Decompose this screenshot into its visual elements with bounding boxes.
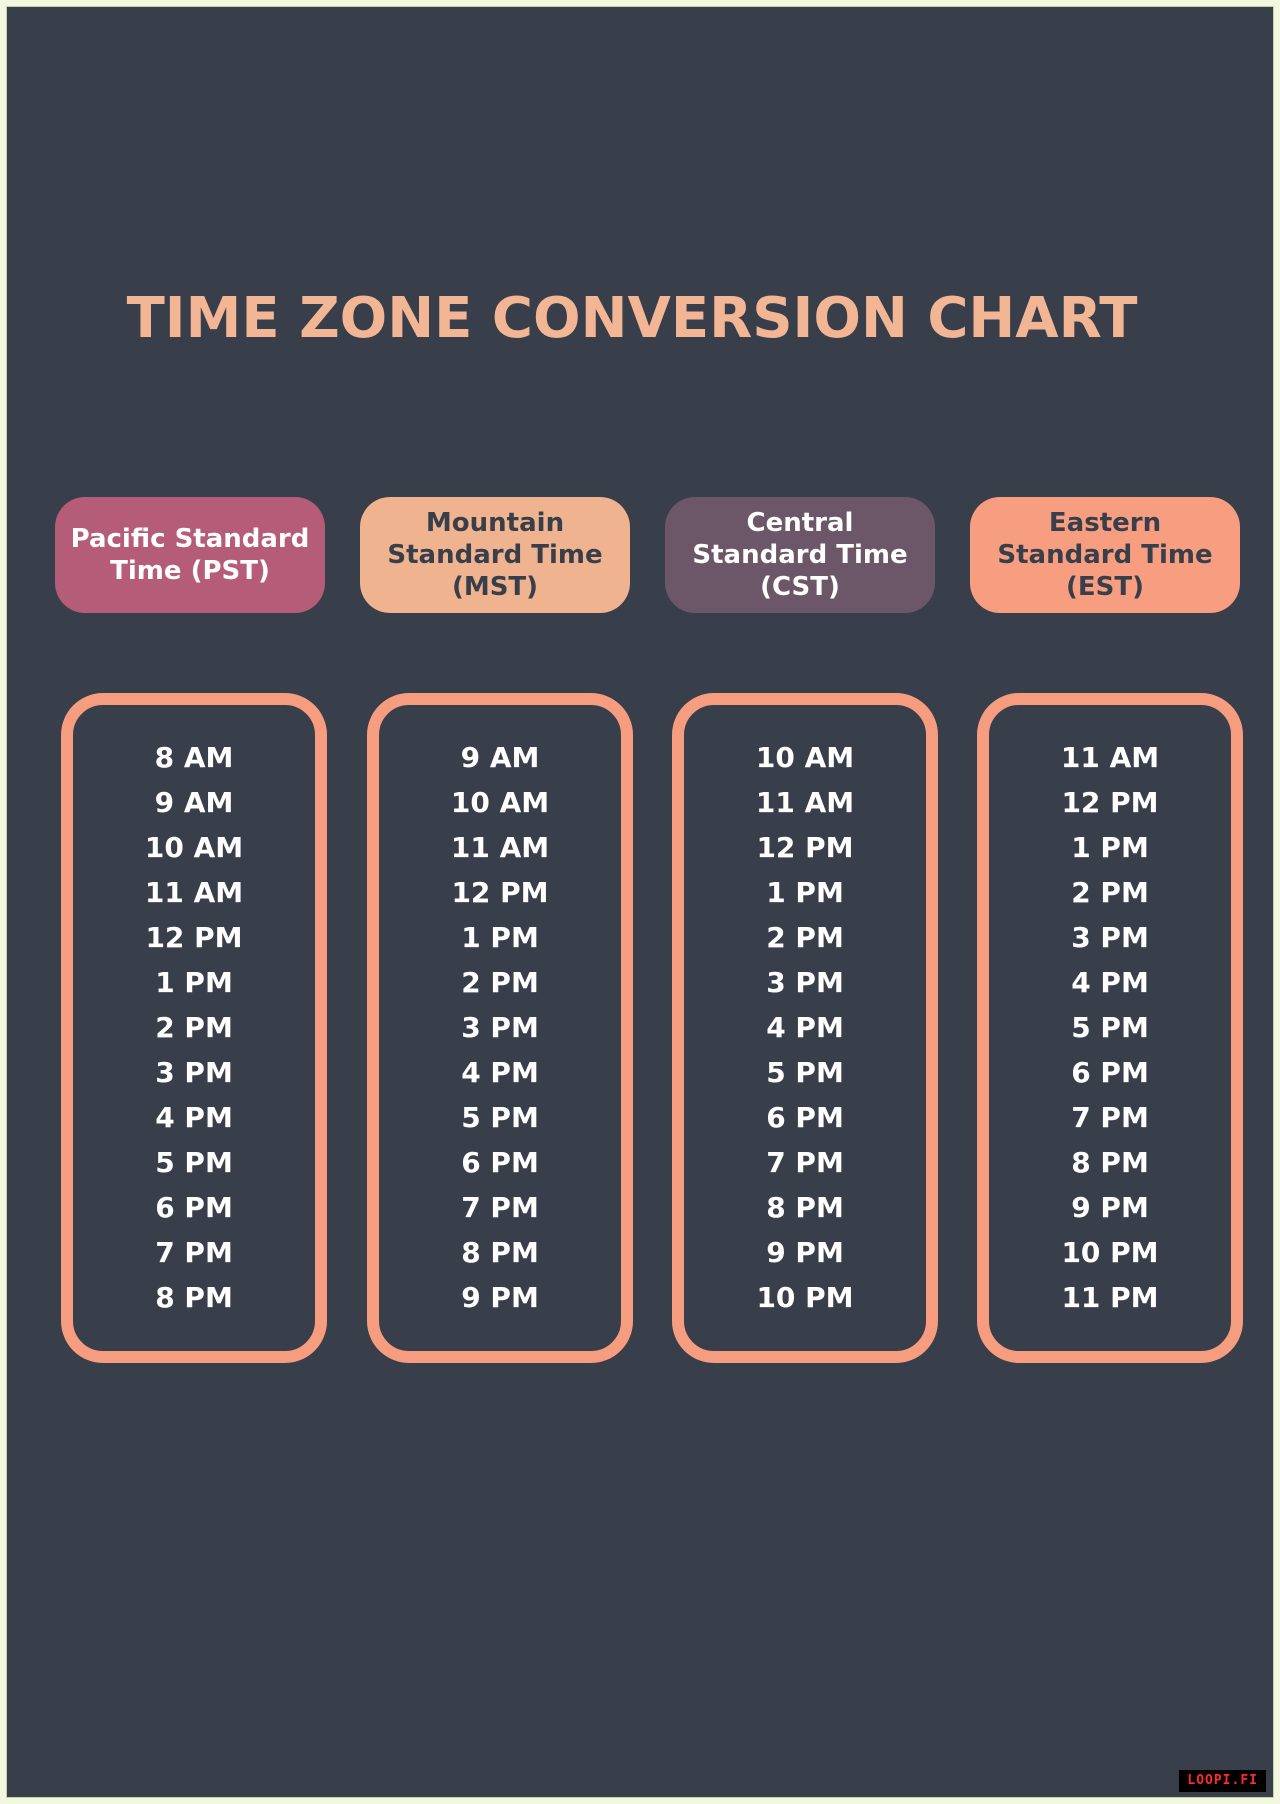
time-row: 8 PM	[155, 1281, 233, 1314]
time-row: 3 PM	[766, 966, 844, 999]
time-row: 2 PM	[1071, 876, 1149, 909]
time-row: 12 PM	[145, 921, 243, 954]
time-row: 10 AM	[450, 786, 550, 819]
time-row: 10 AM	[755, 741, 855, 774]
header-cst: Central Standard Time (CST)	[665, 497, 935, 613]
time-row: 5 PM	[461, 1101, 539, 1134]
time-row: 12 PM	[756, 831, 854, 864]
time-row: 8 AM	[154, 741, 234, 774]
page-title: TIME ZONE CONVERSION CHART	[126, 286, 1138, 351]
header-mst: Mountain Standard Time (MST)	[360, 497, 630, 613]
time-row: 4 PM	[155, 1101, 233, 1134]
times-box-est: 11 AM 12 PM 1 PM 2 PM 3 PM 4 PM 5 PM 6 P…	[977, 693, 1243, 1363]
watermark-badge: LOOPI.FI	[1179, 1770, 1266, 1792]
time-row: 9 AM	[460, 741, 540, 774]
time-row: 1 PM	[461, 921, 539, 954]
time-row: 7 PM	[461, 1191, 539, 1224]
time-row: 8 PM	[1071, 1146, 1149, 1179]
time-row: 5 PM	[1071, 1011, 1149, 1044]
time-row: 2 PM	[155, 1011, 233, 1044]
time-row: 12 PM	[1061, 786, 1159, 819]
time-row: 4 PM	[1071, 966, 1149, 999]
time-row: 11 AM	[755, 786, 855, 819]
time-row: 10 PM	[1061, 1236, 1159, 1269]
time-row: 9 PM	[461, 1281, 539, 1314]
times-box-cst: 10 AM 11 AM 12 PM 1 PM 2 PM 3 PM 4 PM 5 …	[672, 693, 938, 1363]
time-row: 1 PM	[155, 966, 233, 999]
times-list-mst: 9 AM 10 AM 11 AM 12 PM 1 PM 2 PM 3 PM 4 …	[379, 735, 621, 1320]
header-est: Eastern Standard Time (EST)	[970, 497, 1240, 613]
time-row: 7 PM	[1071, 1101, 1149, 1134]
time-row: 11 PM	[1061, 1281, 1159, 1314]
times-list-est: 11 AM 12 PM 1 PM 2 PM 3 PM 4 PM 5 PM 6 P…	[989, 735, 1231, 1320]
chart-page: TIME ZONE CONVERSION CHART Pacific Stand…	[6, 6, 1274, 1798]
time-row: 8 PM	[766, 1191, 844, 1224]
time-row: 3 PM	[461, 1011, 539, 1044]
time-row: 9 PM	[766, 1236, 844, 1269]
times-box-mst: 9 AM 10 AM 11 AM 12 PM 1 PM 2 PM 3 PM 4 …	[367, 693, 633, 1363]
time-row: 3 PM	[155, 1056, 233, 1089]
time-row: 7 PM	[155, 1236, 233, 1269]
time-row: 3 PM	[1071, 921, 1149, 954]
time-row: 11 AM	[1060, 741, 1160, 774]
time-row: 5 PM	[155, 1146, 233, 1179]
time-row: 2 PM	[766, 921, 844, 954]
header-pst: Pacific Standard Time (PST)	[55, 497, 325, 613]
time-row: 12 PM	[451, 876, 549, 909]
time-row: 9 AM	[154, 786, 234, 819]
time-row: 1 PM	[766, 876, 844, 909]
time-row: 11 AM	[144, 876, 244, 909]
time-row: 4 PM	[461, 1056, 539, 1089]
time-row: 6 PM	[155, 1191, 233, 1224]
time-row: 10 AM	[144, 831, 244, 864]
time-row: 6 PM	[461, 1146, 539, 1179]
time-row: 10 PM	[756, 1281, 854, 1314]
time-row: 1 PM	[1071, 831, 1149, 864]
time-row: 9 PM	[1071, 1191, 1149, 1224]
time-row: 6 PM	[766, 1101, 844, 1134]
time-row: 4 PM	[766, 1011, 844, 1044]
times-list-cst: 10 AM 11 AM 12 PM 1 PM 2 PM 3 PM 4 PM 5 …	[684, 735, 926, 1320]
times-box-pst: 8 AM 9 AM 10 AM 11 AM 12 PM 1 PM 2 PM 3 …	[61, 693, 327, 1363]
time-row: 7 PM	[766, 1146, 844, 1179]
times-list-pst: 8 AM 9 AM 10 AM 11 AM 12 PM 1 PM 2 PM 3 …	[73, 735, 315, 1320]
time-row: 8 PM	[461, 1236, 539, 1269]
time-row: 11 AM	[450, 831, 550, 864]
time-row: 5 PM	[766, 1056, 844, 1089]
time-row: 2 PM	[461, 966, 539, 999]
time-row: 6 PM	[1071, 1056, 1149, 1089]
